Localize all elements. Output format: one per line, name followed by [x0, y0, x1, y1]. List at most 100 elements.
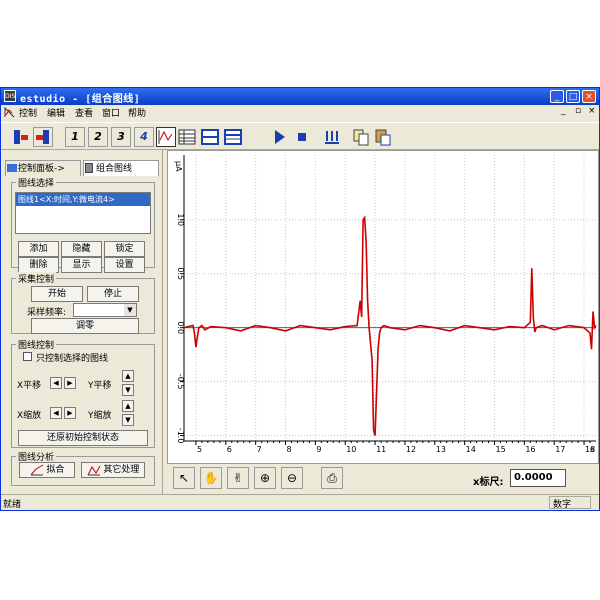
sample-rate-select[interactable]: ▼ [73, 303, 137, 317]
zero-button[interactable]: 调零 [31, 318, 139, 334]
settings-button[interactable]: 设置 [104, 257, 145, 273]
hand-plus-tool-button[interactable]: ✌ [227, 467, 249, 489]
x-zoom-right-button[interactable]: ▶ [64, 407, 76, 419]
add-button[interactable]: 添加 [18, 241, 59, 257]
x-shift-right-button[interactable]: ▶ [64, 377, 76, 389]
copy-button[interactable] [351, 127, 371, 147]
menu-bar: 控制 编辑 查看 窗口 帮助 _ ▫ × [1, 105, 599, 120]
y-tick-label: -1.0 [176, 428, 185, 444]
paste-button[interactable] [373, 127, 393, 147]
x-tick-label: 6 [227, 445, 232, 454]
x-shift-left-button[interactable]: ◀ [50, 377, 62, 389]
graph-icon [158, 130, 173, 144]
play-button[interactable] [269, 127, 289, 147]
y-tick-label: 0.0 [176, 321, 185, 334]
split-vertical-button[interactable] [223, 127, 243, 147]
paste-icon [375, 129, 391, 146]
zoom-in-button[interactable]: ⊕ [254, 467, 276, 489]
x-tick-label: 11 [376, 445, 386, 454]
status-bar: 就绪 数字 [1, 494, 599, 510]
hide-button[interactable]: 隐藏 [61, 241, 102, 257]
view-3-button[interactable]: 3 [111, 127, 131, 147]
menu-view[interactable]: 查看 [75, 109, 94, 119]
lock-button[interactable]: 锁定 [104, 241, 145, 257]
x-axis-label: s [590, 445, 594, 454]
show-button[interactable]: 显示 [61, 257, 102, 273]
y-tick-label: 0.5 [176, 267, 185, 280]
zoom-out-button[interactable]: ⊖ [281, 467, 303, 489]
x-tick-label: 7 [257, 445, 262, 454]
x-tick-label: 5 [197, 445, 202, 454]
mdi-minimize-button[interactable]: _ [561, 106, 566, 116]
app-window: DIS estudio - [组合图线] _ □ × 控制 编辑 查看 窗口 帮… [0, 87, 600, 511]
status-text: 就绪 [3, 500, 22, 510]
table-view-button[interactable] [177, 127, 197, 147]
chart-toolbar: ↖ ✋ ✌ ⊕ ⊖ ⎙ x标尺: 0.0000 [167, 464, 599, 494]
view-2-button[interactable]: 2 [88, 127, 108, 147]
only-selected-label: 只控制选择的图线 [36, 354, 109, 364]
x-zoom-left-button[interactable]: ◀ [50, 407, 62, 419]
menu-window[interactable]: 窗口 [102, 109, 121, 119]
only-selected-checkbox[interactable] [23, 352, 32, 361]
curve-list-item[interactable]: 图线1<X:时间,Y:微电流4> [16, 193, 150, 206]
chart-svg[interactable]: 5 6 7 8 9 10 11 12 13 14 15 16 17 18 1.0 0.5 0.0 -0.5 -1.0… [168, 151, 598, 463]
y-shift-up-button[interactable]: ▲ [122, 370, 134, 382]
sample-icon [325, 131, 339, 144]
minimize-button[interactable]: _ [550, 90, 564, 103]
view-4-button[interactable]: 4 [134, 127, 154, 147]
y-zoom-down-button[interactable]: ▼ [122, 414, 134, 426]
menu-control[interactable]: 控制 [19, 109, 38, 119]
tab-combined-graph[interactable]: 组合图线 [83, 160, 159, 176]
curve-control-group [11, 344, 155, 448]
x-tick-label: 15 [495, 445, 505, 454]
toolbar: 1 2 3 4 [1, 122, 599, 150]
split-horizontal-button[interactable] [200, 127, 220, 147]
print-button[interactable]: ⎙ [321, 467, 343, 489]
sample-button[interactable] [322, 127, 342, 147]
analysis-group [11, 456, 155, 486]
fit-icon [30, 464, 43, 475]
pan-tool-button[interactable]: ✋ [200, 467, 222, 489]
mdi-restore-button[interactable]: ▫ [575, 106, 582, 116]
mdi-close-button[interactable]: × [588, 106, 596, 116]
chart-doc-icon [4, 107, 15, 118]
y-shift-label: Y平移 [88, 381, 112, 391]
chart-area[interactable]: 5 6 7 8 9 10 11 12 13 14 15 16 17 18 1.0 0.5 0.0 -0.5 -1.0… [167, 150, 599, 464]
stop-acquisition-button[interactable]: 停止 [87, 286, 139, 302]
control-panel: 控制面板-> 组合图线 图线选择 图线1<X:时间,Y:微电流4> 添加 隐藏 … [1, 150, 163, 494]
x-tick-label: 18 [585, 445, 595, 454]
maximize-button[interactable]: □ [566, 90, 580, 103]
reset-control-button[interactable]: 还原初始控制状态 [18, 430, 148, 446]
curve-list[interactable]: 图线1<X:时间,Y:微电流4> [15, 192, 151, 234]
num-lock-indicator: 数字 [549, 496, 591, 510]
stop-button[interactable] [292, 127, 312, 147]
split-horizontal-icon [201, 129, 219, 145]
start-button[interactable]: 开始 [31, 286, 83, 302]
zoom-in-icon: ⊕ [259, 471, 271, 485]
export-button[interactable] [33, 127, 53, 147]
split-vertical-icon [224, 129, 242, 145]
play-icon [275, 130, 285, 144]
stop-icon [298, 133, 306, 141]
curve-select-label: 图线选择 [16, 176, 57, 189]
y-zoom-up-button[interactable]: ▲ [122, 400, 134, 412]
chevron-down-icon[interactable]: ▼ [124, 304, 136, 316]
tab-control-panel[interactable]: 控制面板-> [5, 160, 81, 176]
import-icon [14, 130, 28, 144]
y-shift-down-button[interactable]: ▼ [122, 384, 134, 396]
graph-view-button[interactable] [156, 127, 176, 147]
menu-help[interactable]: 帮助 [128, 109, 147, 119]
title-bar[interactable]: DIS estudio - [组合图线] _ □ × [1, 88, 599, 105]
delete-button[interactable]: 删除 [18, 257, 59, 273]
import-button[interactable] [11, 127, 31, 147]
x-tick-label: 8 [287, 445, 292, 454]
x-scale-value[interactable]: 0.0000 [510, 469, 566, 487]
x-tick-label: 14 [466, 445, 476, 454]
y-zoom-label: Y缩放 [88, 411, 112, 421]
pointer-tool-button[interactable]: ↖ [173, 467, 195, 489]
menu-edit[interactable]: 编辑 [47, 109, 66, 119]
view-1-button[interactable]: 1 [65, 127, 85, 147]
fit-button[interactable]: 拟合 [19, 462, 75, 478]
other-processing-button[interactable]: 其它处理 [81, 462, 145, 478]
close-button[interactable]: × [582, 90, 596, 103]
